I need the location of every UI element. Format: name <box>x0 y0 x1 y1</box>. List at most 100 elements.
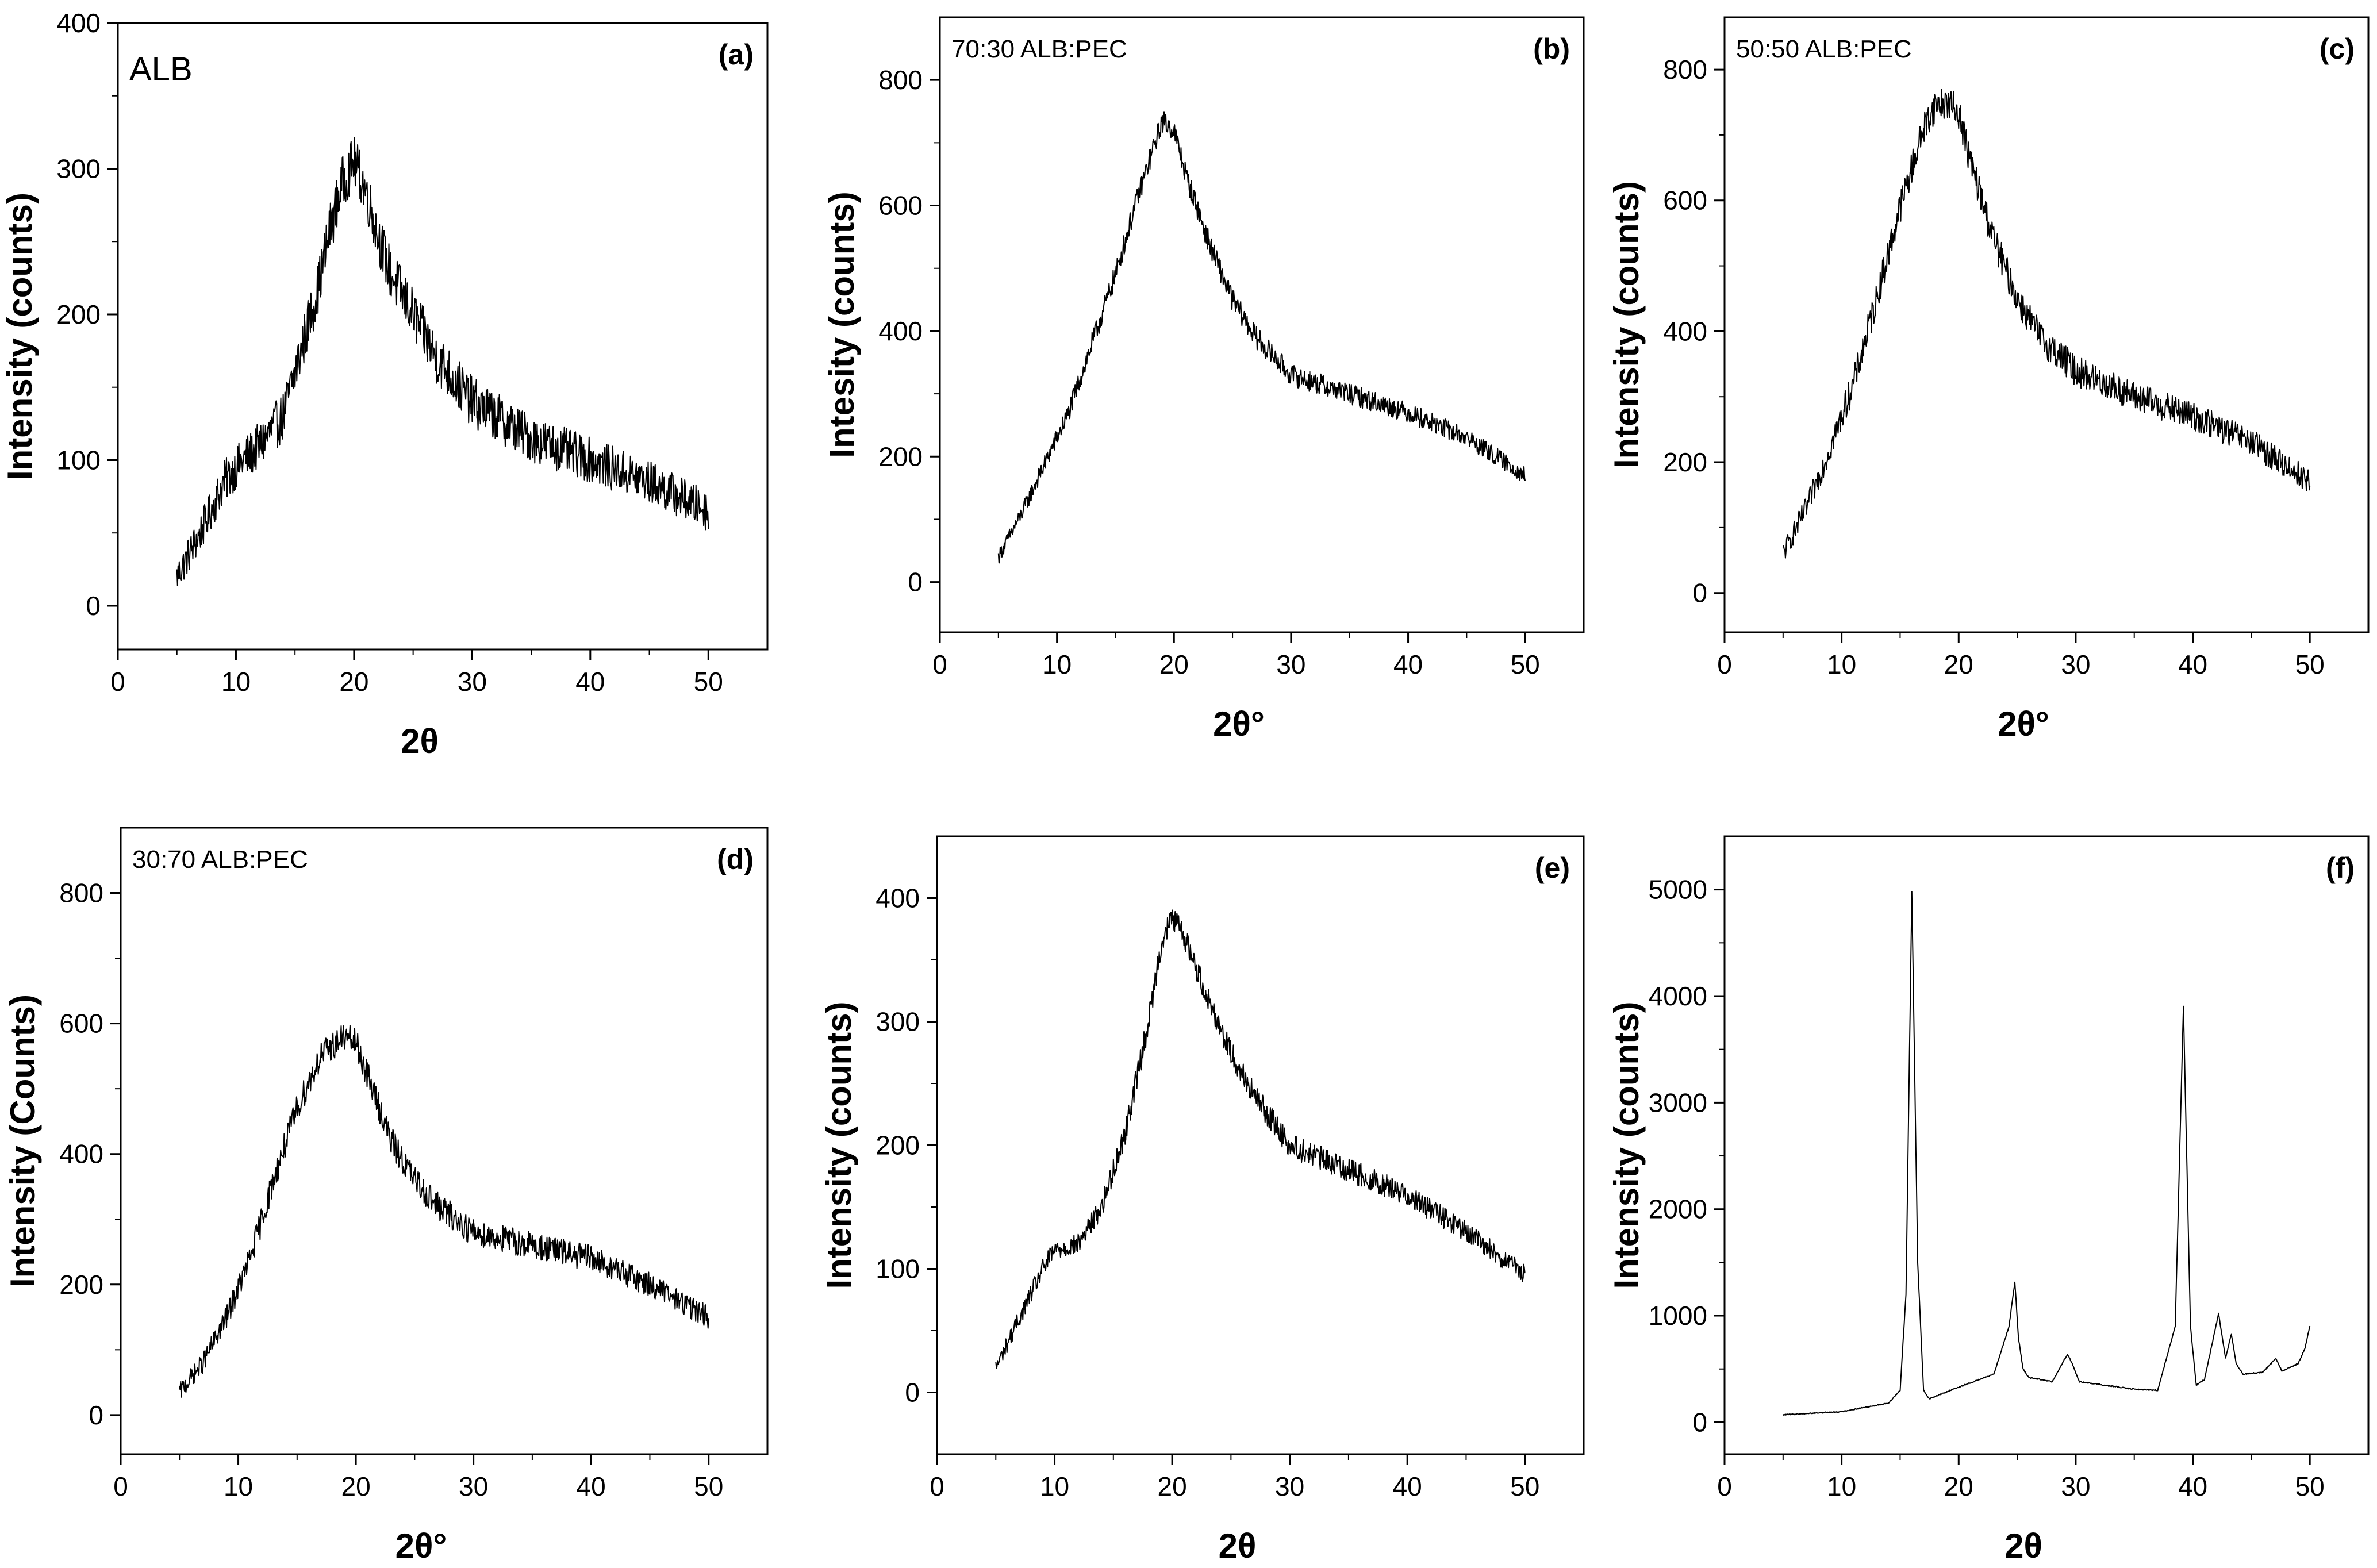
y-tick-label: 300 <box>875 1007 920 1037</box>
y-tick-label: 100 <box>875 1254 920 1284</box>
x-tick-label: 40 <box>2178 650 2207 679</box>
sample-label: 30:70 ALB:PEC <box>132 846 308 874</box>
plot-frame <box>120 827 769 1455</box>
x-axis-title: 2θ <box>401 722 439 760</box>
y-tick-label: 600 <box>1663 186 1707 216</box>
x-tick-label: 30 <box>459 1471 488 1501</box>
x-tick-label: 30 <box>2061 1471 2090 1501</box>
series-line-a <box>176 137 709 586</box>
y-axis-title: Intesity (counts) <box>823 191 861 458</box>
x-tick-label: 10 <box>1040 1471 1069 1501</box>
plot-frame <box>939 16 1585 633</box>
y-tick-label: 400 <box>56 8 101 38</box>
panel-d: 0 10 20 30 40 50 0 200 400 600 800 2θ° Intensity (Co… <box>3 827 769 1565</box>
y-tick-label: 400 <box>59 1139 103 1169</box>
y-tick-label: 0 <box>1692 1407 1707 1437</box>
y-tick-label: 400 <box>1663 316 1707 346</box>
y-axis-title: Intensity (Counts) <box>3 994 42 1288</box>
x-tick-label: 20 <box>1944 650 1973 679</box>
y-tick-label: 0 <box>905 1378 920 1408</box>
y-tick-label: 800 <box>1663 55 1707 84</box>
x-tick-label: 20 <box>1159 650 1189 679</box>
y-tick-label: 600 <box>59 1009 103 1039</box>
plot-frame <box>936 835 1585 1455</box>
y-tick-label: 3000 <box>1649 1087 1707 1117</box>
x-axis-title: 2θ° <box>395 1527 447 1565</box>
y-tick-label: 600 <box>878 191 923 221</box>
sample-label: ALB <box>129 51 193 88</box>
panel-label: (e) <box>1535 852 1570 884</box>
series-line-c <box>1782 89 2311 559</box>
panel-f: 0 10 20 30 40 50 0 1000 2000 3000 4000 5000 2θ Intens… <box>1607 835 2370 1565</box>
panel-label: (b) <box>1533 33 1570 65</box>
y-tick-label: 4000 <box>1649 981 1707 1011</box>
y-tick-label: 200 <box>875 1131 920 1160</box>
y-axis-title: Intensity (counts) <box>1607 1001 1646 1289</box>
x-tick-label: 0 <box>932 650 947 679</box>
y-tick-label: 200 <box>878 441 923 471</box>
x-tick-label: 50 <box>2295 650 2325 679</box>
series-line-d <box>179 1025 709 1398</box>
x-tick-label: 10 <box>1042 650 1072 679</box>
series-line-b <box>997 111 1526 564</box>
panel-c: 0 10 20 30 40 50 0 200 400 600 800 2θ° Intensity (co… <box>1607 16 2370 743</box>
y-axis-title: Intensity (counts) <box>1607 181 1646 468</box>
panel-label: (d) <box>717 843 754 875</box>
x-tick-label: 40 <box>577 1471 606 1501</box>
x-tick-label: 0 <box>113 1471 128 1501</box>
x-tick-label: 20 <box>1944 1471 1973 1501</box>
x-tick-label: 40 <box>1393 650 1423 679</box>
x-tick-label: 20 <box>1158 1471 1187 1501</box>
series-line-f <box>1783 891 2311 1416</box>
y-tick-label: 0 <box>1692 578 1707 608</box>
x-tick-label: 0 <box>1717 1471 1732 1501</box>
x-tick-label: 50 <box>1510 1471 1539 1501</box>
x-tick-label: 50 <box>2295 1471 2325 1501</box>
y-tick-label: 200 <box>1663 447 1707 477</box>
x-tick-label: 30 <box>1276 650 1305 679</box>
y-tick-label: 400 <box>875 883 920 913</box>
y-tick-label: 0 <box>86 591 101 621</box>
x-tick-label: 20 <box>339 667 368 697</box>
x-tick-label: 40 <box>1393 1471 1422 1501</box>
plot-frame <box>117 22 769 651</box>
x-tick-label: 0 <box>110 667 125 697</box>
x-tick-label: 10 <box>221 667 251 697</box>
x-axis-title: 2θ <box>1219 1527 1257 1565</box>
x-axis-title: 2θ <box>2004 1527 2042 1565</box>
x-tick-label: 40 <box>575 667 605 697</box>
y-tick-label: 200 <box>56 299 101 329</box>
x-tick-label: 50 <box>694 667 723 697</box>
y-tick-label: 5000 <box>1649 875 1707 905</box>
sample-label: 70:30 ALB:PEC <box>951 35 1127 63</box>
x-axis-title: 2θ° <box>1213 705 1265 743</box>
y-tick-label: 400 <box>878 316 923 346</box>
x-tick-label: 0 <box>930 1471 944 1501</box>
x-tick-label: 40 <box>2178 1471 2207 1501</box>
y-tick-label: 300 <box>56 153 101 183</box>
y-axis-title: Intensity (counts) <box>1 193 39 480</box>
series-line-e <box>995 909 1526 1369</box>
panel-label: (f) <box>2326 852 2355 884</box>
x-tick-label: 10 <box>1827 650 1856 679</box>
x-tick-label: 50 <box>694 1471 723 1501</box>
x-tick-label: 20 <box>341 1471 371 1501</box>
panel-e: 0 10 20 30 40 50 0 100 200 300 400 2θ Intensity (cou… <box>820 835 1585 1565</box>
panel-label: (c) <box>2320 33 2355 65</box>
x-tick-label: 10 <box>224 1471 253 1501</box>
y-tick-label: 800 <box>878 65 923 95</box>
sample-label: 50:50 ALB:PEC <box>1736 35 1912 63</box>
x-tick-label: 30 <box>1275 1471 1304 1501</box>
y-tick-label: 2000 <box>1649 1194 1707 1224</box>
x-tick-label: 0 <box>1717 650 1732 679</box>
panel-a: 0 10 20 30 40 50 0 100 200 300 400 2θ Intensity (cou… <box>1 8 769 760</box>
y-tick-label: 0 <box>908 567 923 597</box>
y-tick-label: 200 <box>59 1270 103 1300</box>
plot-frame <box>1723 16 2370 633</box>
x-tick-label: 30 <box>2061 650 2090 679</box>
panel-label: (a) <box>719 39 754 71</box>
x-tick-label: 30 <box>458 667 487 697</box>
x-tick-label: 10 <box>1827 1471 1856 1501</box>
y-tick-label: 1000 <box>1649 1301 1707 1331</box>
